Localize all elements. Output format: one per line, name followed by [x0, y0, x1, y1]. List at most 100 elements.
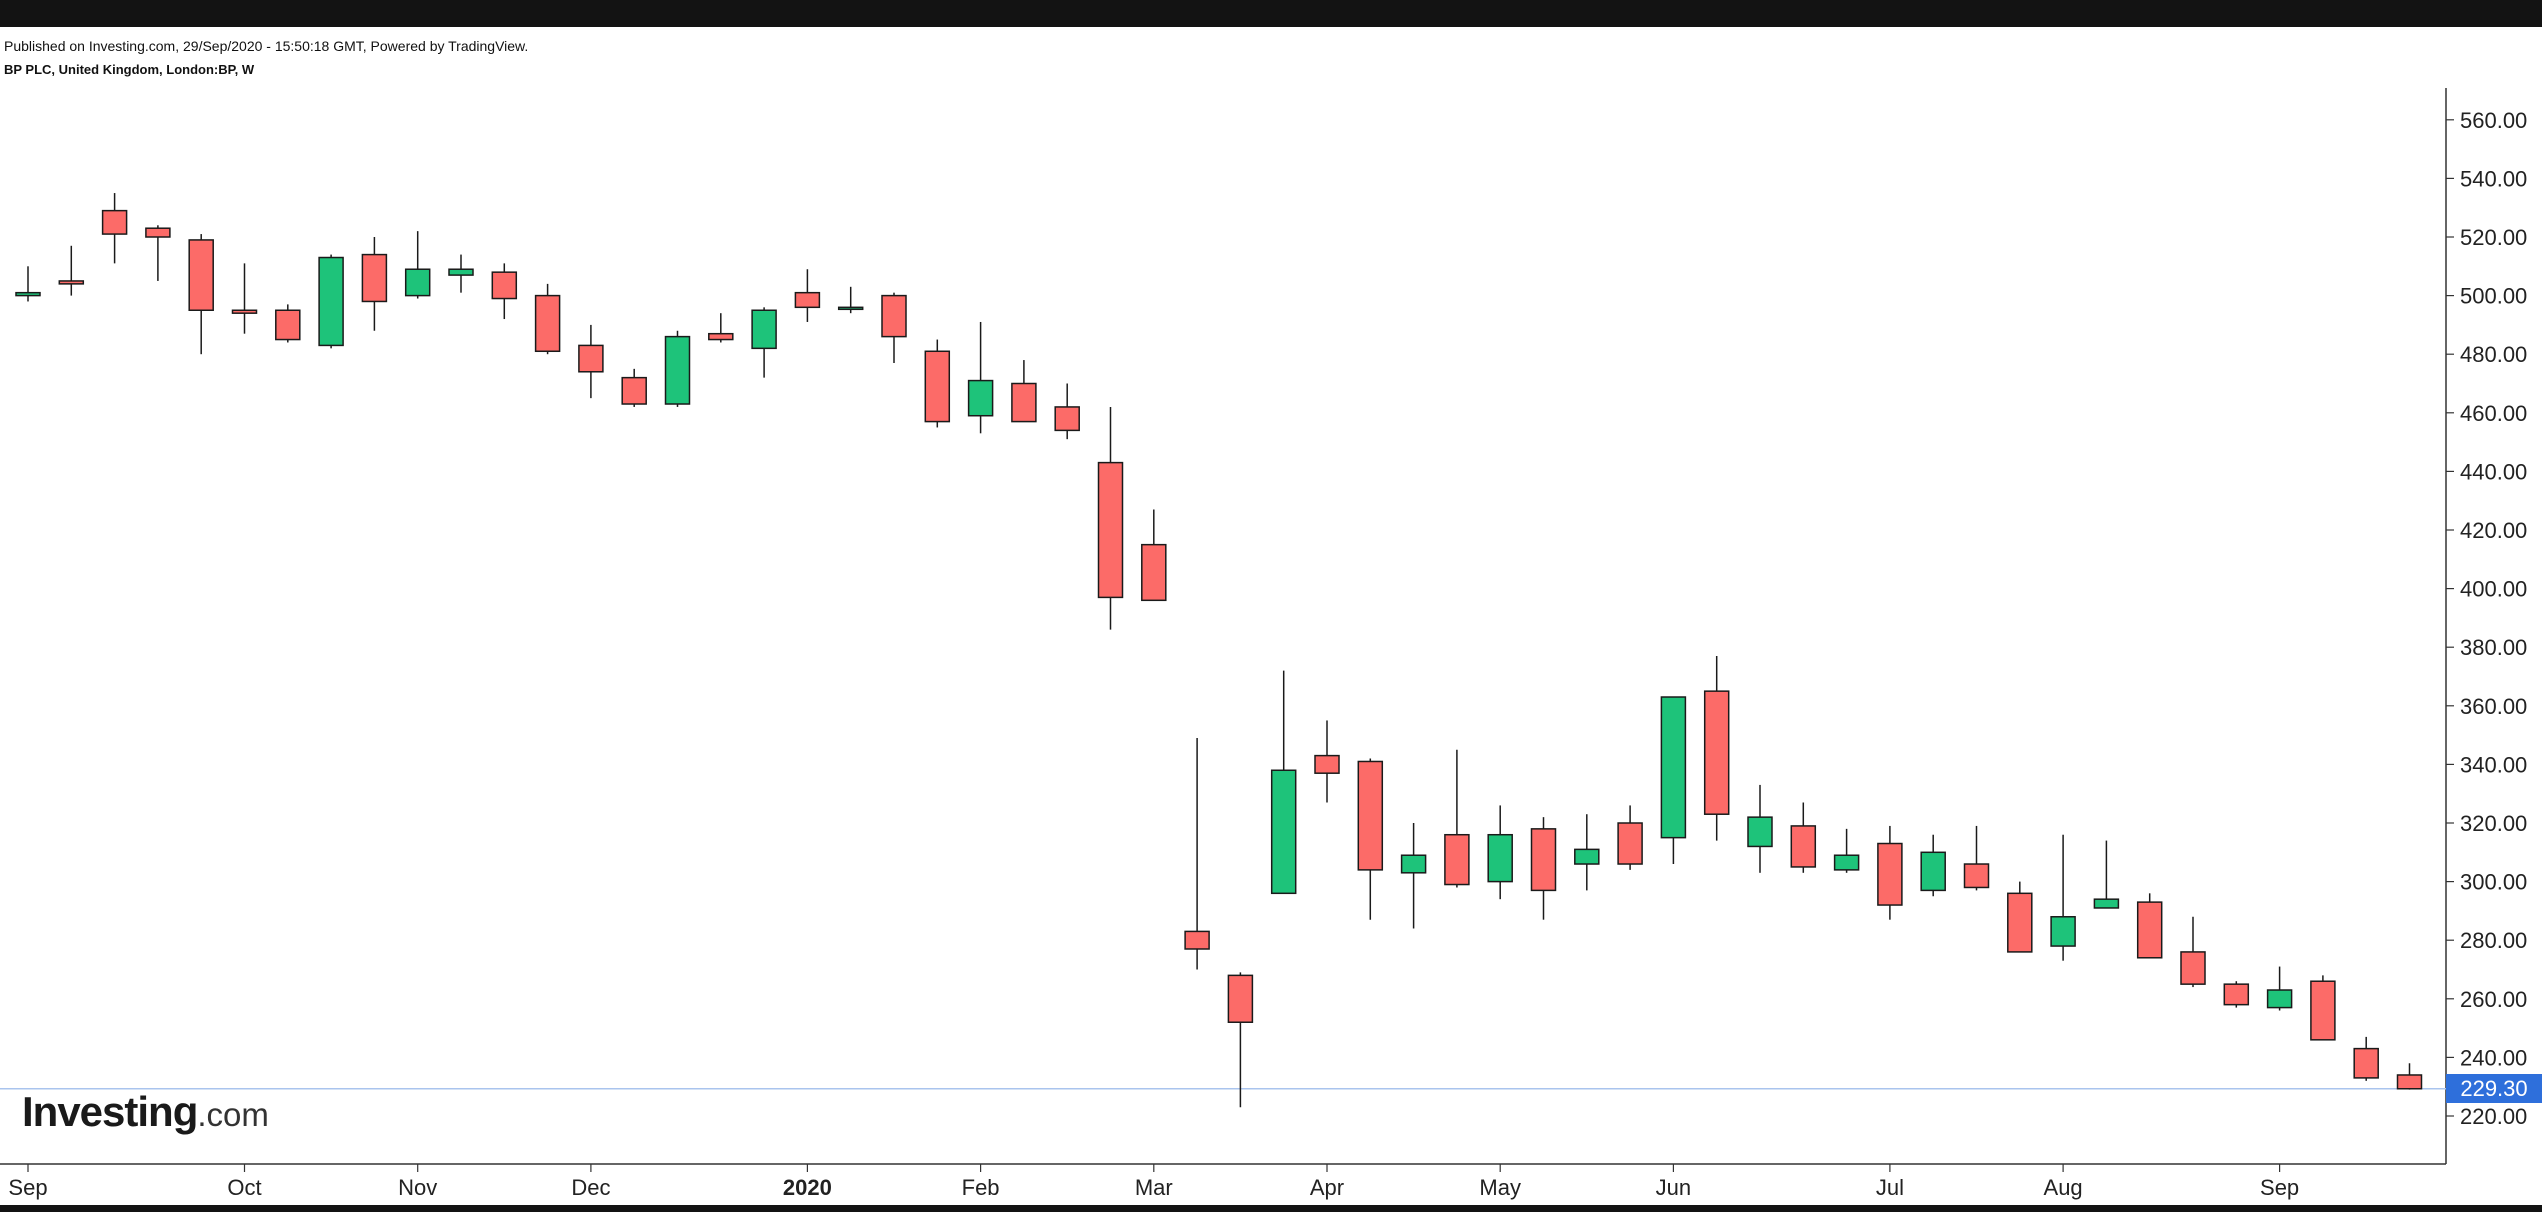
candle-body [1400, 854, 1427, 874]
y-tick-label: 380.00 [2460, 635, 2527, 660]
candle-up [1660, 696, 1687, 865]
candle-body [2396, 1074, 2423, 1090]
candle-body [664, 335, 691, 405]
candle-down [924, 339, 951, 428]
candle-down [2396, 1063, 2423, 1090]
candle-body [1703, 690, 1730, 815]
candle-body [751, 309, 777, 350]
candle-up [15, 266, 41, 302]
y-tick-label: 400.00 [2460, 577, 2527, 602]
candle-body [491, 271, 518, 300]
candle-body [1314, 754, 1340, 774]
candle-down [101, 193, 128, 264]
candle-body [2093, 898, 2120, 909]
y-tick-label: 480.00 [2460, 342, 2527, 367]
candle-down [1790, 802, 1817, 873]
candle-body [101, 209, 128, 235]
candle-down [1011, 360, 1037, 423]
published-caption: Published on Investing.com, 29/Sep/2020 … [4, 38, 529, 54]
candle-down [534, 283, 561, 355]
candle-down [1184, 738, 1210, 970]
candle-body [708, 332, 734, 341]
candle-up [1270, 670, 1297, 895]
candle-body [1877, 842, 1903, 906]
x-tick-label: Feb [962, 1175, 1000, 1200]
candle-body [1617, 822, 1643, 865]
candle-body [1444, 833, 1470, 886]
candle-body [2007, 892, 2033, 953]
candle-body [2266, 989, 2293, 1009]
candle-body [361, 253, 388, 303]
x-tick-label: Apr [1310, 1175, 1344, 1200]
last-price-tag: 229.30 [2446, 1074, 2542, 1103]
candle-down [881, 292, 907, 363]
candle-up [2050, 834, 2076, 961]
candle-down [1703, 655, 1730, 841]
candle-body [2136, 901, 2163, 959]
candle-up [967, 321, 994, 434]
candle-down [708, 313, 734, 343]
candle-down [491, 263, 518, 320]
candle-body [2353, 1047, 2379, 1079]
candle-body [1660, 696, 1687, 839]
candle-down [1444, 749, 1470, 888]
candle-down [2310, 975, 2336, 1041]
candle-down [275, 304, 301, 343]
y-tick-label: 240.00 [2460, 1045, 2527, 1070]
candle-body [1357, 760, 1384, 871]
y-tick-label: 560.00 [2460, 108, 2527, 133]
candle-body [275, 309, 301, 341]
top-bar [0, 0, 2542, 27]
candle-body [1097, 461, 1124, 599]
candle-down [361, 237, 388, 331]
x-tick-label: Jul [1876, 1175, 1904, 1200]
candle-body [1790, 825, 1817, 868]
x-tick-label: Aug [2044, 1175, 2083, 1200]
x-tick-label: Nov [398, 1175, 437, 1200]
candle-down [2180, 916, 2206, 988]
y-tick-label: 540.00 [2460, 166, 2527, 191]
x-tick-label: May [1479, 1175, 1521, 1200]
investing-logo: Investing.com [22, 1088, 269, 1138]
candle-down [2223, 981, 2250, 1008]
candle-body [1574, 848, 1600, 865]
candle-body [2050, 916, 2076, 947]
candle-up [318, 254, 344, 349]
candle-down [1877, 825, 1903, 920]
candle-body [2180, 951, 2206, 985]
candle-body [1184, 930, 1210, 950]
x-tick-label: Mar [1135, 1175, 1173, 1200]
y-tick-label: 460.00 [2460, 401, 2527, 426]
candle-body [1141, 543, 1167, 602]
y-tick-label: 320.00 [2460, 811, 2527, 836]
candle-body [2310, 980, 2336, 1041]
y-tick-label: 360.00 [2460, 694, 2527, 719]
candle-down [578, 324, 604, 399]
candle-body [881, 294, 907, 338]
candle-down [794, 269, 821, 322]
candle-body [837, 306, 864, 311]
y-tick-label: 500.00 [2460, 284, 2527, 309]
candle-down [1227, 972, 1254, 1108]
y-tick-label: 340.00 [2460, 752, 2527, 777]
candle-up [448, 254, 474, 293]
y-tick-label: 260.00 [2460, 987, 2527, 1012]
candle-down [2136, 893, 2163, 959]
candle-down [1097, 406, 1124, 630]
candle-up [751, 307, 777, 378]
candle-down [1530, 817, 1557, 920]
candle-body [924, 350, 951, 423]
candle-body [318, 256, 344, 347]
candle-body [1011, 382, 1037, 423]
candle-up [1747, 784, 1773, 873]
candle-down [1357, 758, 1384, 920]
candle-down [1141, 509, 1167, 602]
candle-body [794, 291, 821, 309]
candle-down [1617, 805, 1643, 870]
logo-suffix: .com [197, 1096, 269, 1133]
logo-wordmark: Investing [22, 1088, 198, 1135]
candle-body [2223, 983, 2250, 1006]
candle-body [188, 239, 214, 311]
candle-down [1963, 825, 1990, 891]
